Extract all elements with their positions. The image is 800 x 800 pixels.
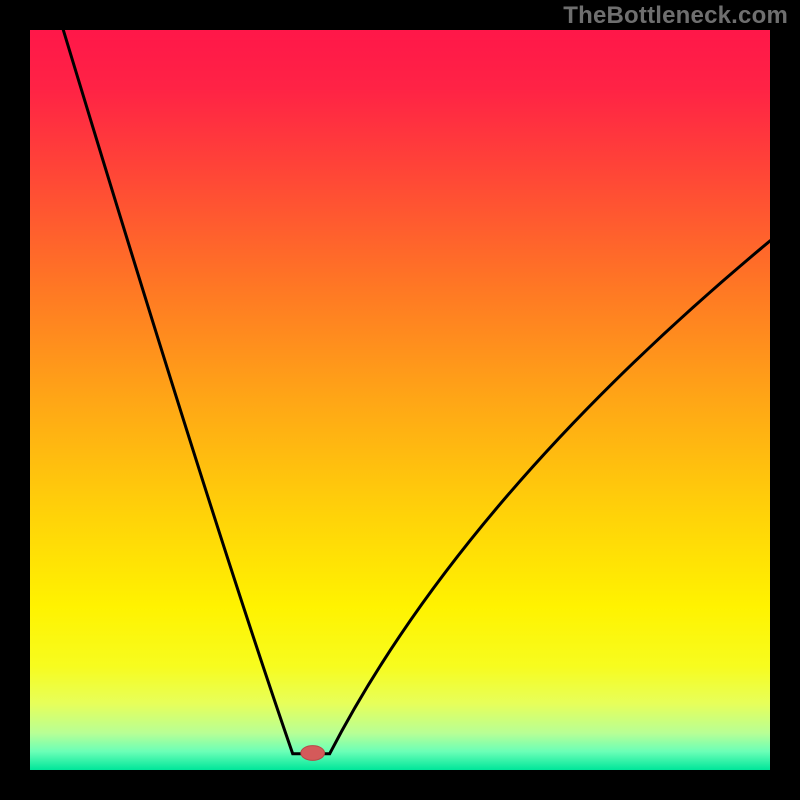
chart-frame: TheBottleneck.com [0,0,800,800]
gradient-plot-area [30,30,770,770]
watermark-text: TheBottleneck.com [563,2,788,30]
bottleneck-chart [0,0,800,800]
optimal-point-marker [301,746,325,761]
